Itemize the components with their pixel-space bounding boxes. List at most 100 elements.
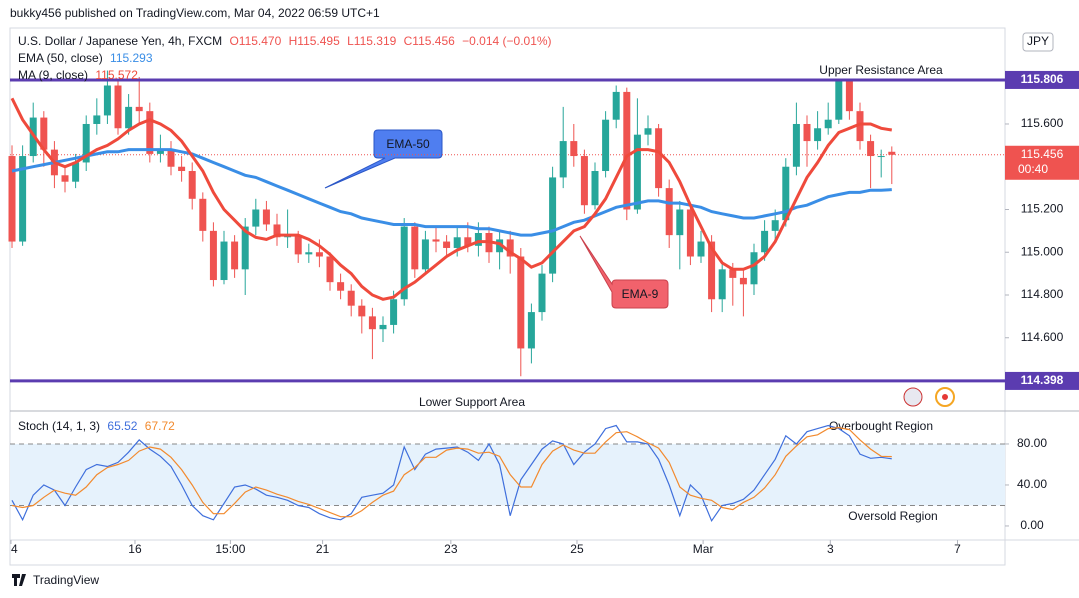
x-tick-label: 16	[128, 542, 142, 556]
candle-body	[252, 209, 260, 227]
annotation: Overbought Region	[829, 419, 933, 433]
currency-badge[interactable]	[1022, 32, 1054, 52]
legend-line: MA (9, close) 115.572	[18, 68, 138, 82]
x-tick-label: 7	[954, 542, 961, 556]
candle-body	[538, 273, 546, 313]
y-tick-label: 40.00	[1017, 477, 1047, 491]
flag-icon[interactable]	[903, 387, 923, 407]
candle-body	[739, 277, 747, 285]
y-tick-label: 115.200	[1021, 202, 1064, 216]
annotation: Upper Resistance Area	[819, 63, 943, 77]
x-tick-label: 4	[11, 542, 18, 556]
level-label: 115.806	[1021, 72, 1064, 86]
level-label: 114.398	[1021, 373, 1064, 387]
candle-body	[644, 128, 652, 135]
y-tick-label: 80.00	[1017, 436, 1047, 450]
candle-body	[178, 166, 186, 172]
candle-body	[61, 175, 69, 182]
candle-body	[262, 209, 270, 225]
candle-body	[792, 123, 800, 167]
candle-body	[676, 209, 684, 236]
candle-body	[347, 290, 355, 306]
candle-body	[443, 241, 451, 248]
low-label: L115.319	[347, 34, 396, 48]
candle-body	[114, 85, 122, 129]
candle-body	[273, 224, 281, 238]
currency[interactable]: JPY	[1027, 34, 1049, 48]
stoch-title: Stoch (14, 1, 3)	[18, 419, 100, 433]
last-price-label: 115.456	[1021, 147, 1064, 161]
candle-body	[411, 226, 419, 270]
callout-label: EMA-9	[622, 287, 659, 301]
candle-body	[580, 156, 588, 206]
symbol: U.S. Dollar / Japanese Yen, 4h, FXCM	[18, 34, 222, 48]
candle-body	[718, 269, 726, 300]
x-tick-label: 21	[316, 542, 330, 556]
callouts: EMA-50 EMA-9	[324, 129, 669, 309]
y-tick-label: 0.00	[1020, 518, 1044, 532]
candle-body	[379, 324, 387, 330]
high-label: H115.495	[289, 34, 340, 48]
candle-body	[527, 312, 535, 349]
candle-body	[803, 123, 811, 142]
y-tick-label: 115.000	[1021, 244, 1064, 258]
candle-body	[517, 256, 525, 349]
candle-body	[315, 252, 323, 257]
candle-body	[824, 119, 832, 129]
candle-body	[474, 233, 482, 246]
annotation: Lower Support Area	[419, 395, 525, 409]
last-price-badge	[1005, 145, 1079, 180]
candle-body	[655, 128, 663, 189]
annotation: Oversold Region	[848, 509, 937, 523]
legend-line: Stoch (14, 1, 3) 65.52 67.72	[18, 419, 175, 433]
ema9-callout	[579, 235, 669, 309]
candle-body	[358, 305, 366, 317]
legend-line: U.S. Dollar / Japanese Yen, 4h, FXCM O11…	[18, 34, 552, 48]
candle-body	[856, 111, 864, 142]
candle-body	[877, 156, 885, 158]
candle-body	[421, 239, 429, 270]
candle-body	[135, 106, 143, 112]
legend-name: EMA (50, close)	[18, 51, 103, 65]
level-badge	[1005, 371, 1079, 390]
candle-body	[8, 156, 16, 242]
close-label: C115.456	[404, 34, 455, 48]
band-fill	[10, 443, 1005, 506]
y-tick-label: 114.600	[1021, 330, 1064, 344]
candle-body	[400, 226, 408, 300]
legend-value: 115.293	[110, 51, 153, 65]
candle-body	[761, 230, 769, 253]
candle-body	[888, 151, 896, 155]
candle-body	[368, 316, 376, 330]
candle-body	[156, 149, 164, 154]
candle-body	[241, 226, 249, 270]
candle-body	[125, 106, 133, 129]
candle-body	[146, 111, 154, 154]
stoch-line	[11, 424, 892, 523]
candle-body	[72, 162, 80, 182]
candle-body	[209, 230, 217, 281]
indicator-line	[10, 97, 893, 301]
candle-body	[591, 171, 599, 206]
x-tick-label: 23	[444, 542, 458, 556]
candle-body	[453, 237, 461, 248]
candle-body	[432, 239, 440, 242]
candle-body	[294, 235, 302, 255]
x-tick-label: 3	[827, 542, 834, 556]
stoch-line	[11, 426, 892, 518]
candle-body	[506, 239, 514, 257]
footer: TradingView	[33, 573, 99, 587]
candle-body	[612, 91, 620, 120]
candle-body	[665, 188, 673, 236]
candle-body	[326, 256, 334, 283]
candle-body	[40, 117, 48, 150]
candle-body	[93, 115, 101, 124]
candle-body	[103, 85, 111, 116]
indicator-line	[11, 148, 892, 237]
legend-value: 115.572	[95, 68, 138, 82]
event-dot	[942, 394, 948, 400]
legend-value: 67.72	[145, 419, 175, 433]
candle-body	[602, 119, 610, 172]
candle-body	[835, 81, 843, 120]
